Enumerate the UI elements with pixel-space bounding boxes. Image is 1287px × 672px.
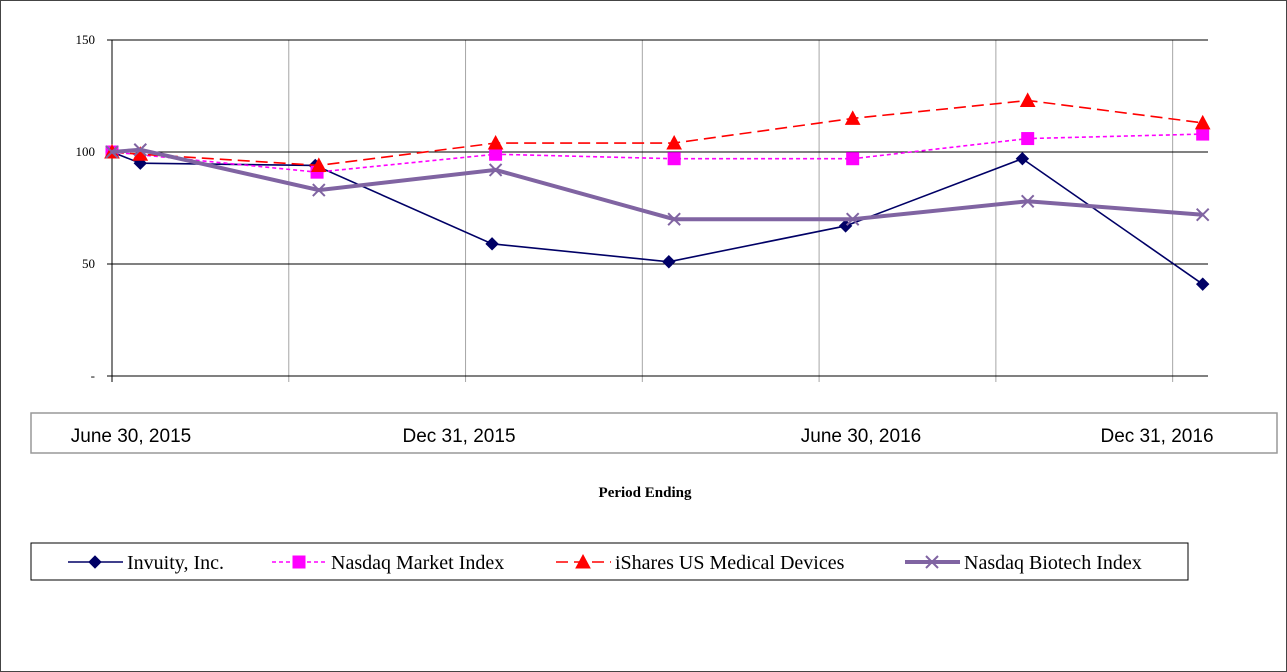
data-point-x (312, 183, 326, 197)
category-label-box (30, 412, 1278, 454)
category-labels: June 30, 2015 Dec 31, 2015 June 30, 2016 De… (71, 426, 1214, 447)
legend-label: Invuity, Inc. (127, 552, 224, 574)
data-point-diamond (88, 555, 102, 569)
data-point-square (667, 152, 681, 166)
y-axis-ticks: - 50 100 150 (76, 32, 96, 383)
series-nasdaq-market-index (105, 127, 1210, 179)
data-point-x (667, 212, 681, 226)
y-tick-label: - (91, 368, 95, 383)
data-point-triangle (1194, 114, 1211, 130)
series-line (111, 147, 1203, 222)
data-point-triangle (1019, 92, 1036, 107)
series-layer (104, 92, 1211, 291)
data-point-diamond (662, 255, 676, 269)
data-point-triangle (487, 134, 504, 150)
series-nasdaq-biotech-index (105, 143, 1210, 226)
data-point-x (845, 212, 860, 226)
data-point-diamond (1015, 152, 1030, 166)
x-axis-label: Period Ending (599, 485, 692, 501)
category-label: Dec 31, 2016 (1100, 426, 1213, 447)
legend-item: iShares US Medical Devices (556, 552, 845, 574)
category-label: June 30, 2015 (71, 426, 191, 447)
grid-lines (107, 39, 1208, 382)
data-point-triangle (310, 157, 327, 172)
data-point-x (488, 163, 503, 177)
data-point-x (1020, 194, 1035, 208)
data-point-square (292, 555, 306, 569)
data-point-square (489, 147, 503, 161)
legend-item: Invuity, Inc. (68, 552, 224, 574)
y-tick-label: 50 (82, 256, 95, 271)
data-point-x (1195, 208, 1210, 222)
data-point-diamond (1195, 277, 1210, 291)
data-point-x (925, 555, 939, 569)
series-line (111, 133, 1203, 173)
legend-item: Nasdaq Biotech Index (905, 552, 1142, 574)
y-tick-label: 150 (76, 32, 96, 47)
legend-box (30, 542, 1189, 581)
legend-item: Nasdaq Market Index (272, 552, 504, 574)
data-point-diamond (485, 237, 499, 251)
data-point-triangle (575, 553, 591, 569)
data-point-x (105, 145, 119, 159)
data-point-square (1021, 132, 1035, 146)
legend-label: iShares US Medical Devices (615, 552, 845, 574)
category-label: Dec 31, 2015 (402, 426, 515, 447)
legend: Invuity, Inc. Nasdaq Market Index iShares … (68, 552, 1142, 574)
series-ishares-us-medical-devices (104, 92, 1211, 172)
legend-label: Nasdaq Market Index (331, 552, 504, 574)
series-line (111, 151, 1204, 285)
data-point-square (846, 152, 860, 166)
series-invuity-inc (105, 145, 1210, 291)
category-label: June 30, 2016 (801, 426, 921, 447)
data-point-x (133, 143, 147, 157)
data-point-triangle (666, 134, 682, 150)
y-tick-label: 100 (76, 144, 96, 159)
series-line (111, 99, 1203, 167)
data-point-triangle (844, 110, 861, 125)
legend-label: Nasdaq Biotech Index (964, 552, 1142, 574)
data-point-square (1196, 127, 1210, 141)
